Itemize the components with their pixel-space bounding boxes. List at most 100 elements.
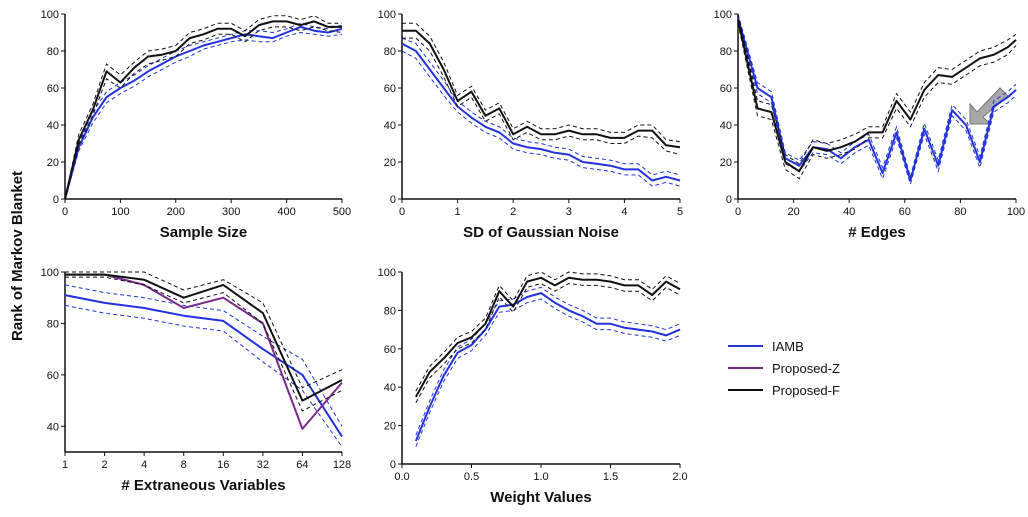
y-tick-label: 40	[384, 120, 396, 132]
chart-2: 0 20 40 60 80 100 0 1 2 3 4 5 SD of Gaussian Noise	[378, 9, 683, 241]
band-upper-proposed-f	[64, 15, 342, 200]
x-tick-label: 2	[102, 459, 108, 471]
x-tick-label: 2	[510, 206, 516, 218]
y-tick-label: 40	[720, 120, 732, 132]
y-tick-label: 40	[47, 421, 59, 433]
y-tick-label: 40	[384, 382, 396, 394]
band-upper-iamb	[415, 286, 681, 436]
y-tick-label: 100	[41, 267, 59, 279]
y-tick-label: 0	[390, 459, 396, 471]
series-line-proposed-f	[402, 29, 681, 149]
band-lower-proposed-f	[415, 282, 681, 403]
x-tick-label: 1	[62, 459, 68, 471]
x-tick-label: 100	[111, 206, 129, 218]
band-lower-iamb	[415, 298, 681, 447]
band-lower-iamb	[64, 31, 343, 200]
x-tick-label: 0	[62, 206, 68, 218]
y-tick-label: 20	[720, 157, 732, 169]
y-tick-label: 60	[47, 370, 59, 382]
x-tick-label: 1	[455, 206, 461, 218]
legend: IAMB Proposed-Z Proposed-F	[728, 339, 840, 398]
y-tick-label: 0	[726, 194, 732, 206]
y-tick-label: 80	[47, 318, 59, 330]
band-upper-iamb	[401, 37, 681, 176]
series-line-iamb	[64, 294, 343, 438]
chart-5: 0 20 40 60 80 100 0.0 0.5 1.0 1.5 2.0 Weight Values	[378, 267, 688, 506]
band-lower-proposed-f	[65, 276, 343, 412]
y-tick-label: 60	[47, 83, 59, 95]
arrow-annotation	[969, 87, 1009, 125]
x-axis-label: # Edges	[848, 224, 906, 241]
x-axis-label: Weight Values	[490, 489, 591, 506]
series-line-proposed-f	[737, 19, 1017, 173]
series-line-iamb	[737, 17, 1017, 182]
x-tick-label: 2.0	[672, 471, 687, 483]
y-tick-label: 80	[720, 46, 732, 58]
legend-label-proposed-f: Proposed-F	[772, 383, 840, 398]
x-axis-label: Sample Size	[160, 224, 248, 241]
y-tick-label: 100	[41, 9, 59, 21]
series-line-iamb	[414, 292, 681, 442]
x-tick-label: 400	[277, 206, 295, 218]
band-upper-proposed-f	[415, 271, 681, 392]
series-line-proposed-f	[65, 273, 343, 402]
x-tick-label: 200	[167, 206, 185, 218]
y-tick-label: 80	[384, 46, 396, 58]
y-tick-label: 40	[47, 120, 59, 132]
x-tick-label: 300	[222, 206, 240, 218]
band-lower-proposed-f	[402, 37, 681, 156]
x-tick-label: 40	[843, 206, 855, 218]
x-tick-label: 80	[954, 206, 966, 218]
band-upper-iamb	[64, 22, 343, 200]
band-lower-iamb	[401, 50, 681, 187]
x-tick-label: 60	[899, 206, 911, 218]
band-lower-proposed-f	[64, 26, 343, 200]
band-upper-iamb	[737, 13, 1017, 179]
x-tick-label: 0.5	[464, 471, 479, 483]
x-tick-label: 3	[566, 206, 572, 218]
y-tick-label: 100	[714, 9, 732, 21]
x-tick-label: 1.5	[603, 471, 618, 483]
band-upper-proposed-f	[402, 22, 681, 143]
x-tick-label: 32	[257, 459, 269, 471]
chart-4: 40 60 80 100 1 2 4 8 16 32 64 128 # Extraneous Varia…	[41, 267, 352, 494]
x-tick-label: 8	[181, 459, 187, 471]
y-tick-label: 80	[384, 305, 396, 317]
x-axis-label: # Extraneous Variables	[121, 477, 285, 494]
y-tick-label: 20	[384, 157, 396, 169]
series-line-iamb	[401, 42, 681, 182]
y-tick-label: 20	[47, 157, 59, 169]
y-tick-label: 100	[378, 9, 396, 21]
x-tick-label: 100	[1007, 206, 1025, 218]
x-tick-label: 4	[141, 459, 147, 471]
x-tick-label: 20	[787, 206, 799, 218]
x-tick-label: 16	[217, 459, 229, 471]
y-tick-label: 60	[384, 83, 396, 95]
y-tick-label: 20	[384, 421, 396, 433]
band-upper-iamb	[64, 284, 343, 427]
x-axis-label: SD of Gaussian Noise	[463, 224, 619, 241]
legend-label-proposed-z: Proposed-Z	[772, 361, 840, 376]
band-upper-proposed-f	[737, 13, 1017, 165]
legend-label-iamb: IAMB	[772, 339, 804, 354]
y-axis-label: Rank of Markov Blanket	[9, 171, 26, 341]
x-tick-label: 5	[677, 206, 683, 218]
y-tick-label: 100	[378, 267, 396, 279]
x-tick-label: 128	[333, 459, 351, 471]
y-tick-label: 80	[47, 46, 59, 58]
band-upper-proposed-f	[65, 271, 343, 389]
x-tick-label: 1.0	[533, 471, 548, 483]
x-tick-label: 64	[296, 459, 308, 471]
y-tick-label: 60	[384, 344, 396, 356]
x-tick-label: 4	[621, 206, 627, 218]
chart-3: 0 20 40 60 80 100 0 20 40 60 80 100 # Edges	[714, 9, 1026, 241]
y-tick-label: 60	[720, 83, 732, 95]
series-line-iamb	[64, 25, 343, 200]
series-line-proposed-f	[415, 276, 681, 398]
series-line-proposed-f	[64, 20, 342, 200]
x-tick-label: 0	[735, 206, 741, 218]
x-tick-label: 0.0	[394, 471, 409, 483]
y-tick-label: 0	[53, 194, 59, 206]
x-tick-label: 0	[399, 206, 405, 218]
